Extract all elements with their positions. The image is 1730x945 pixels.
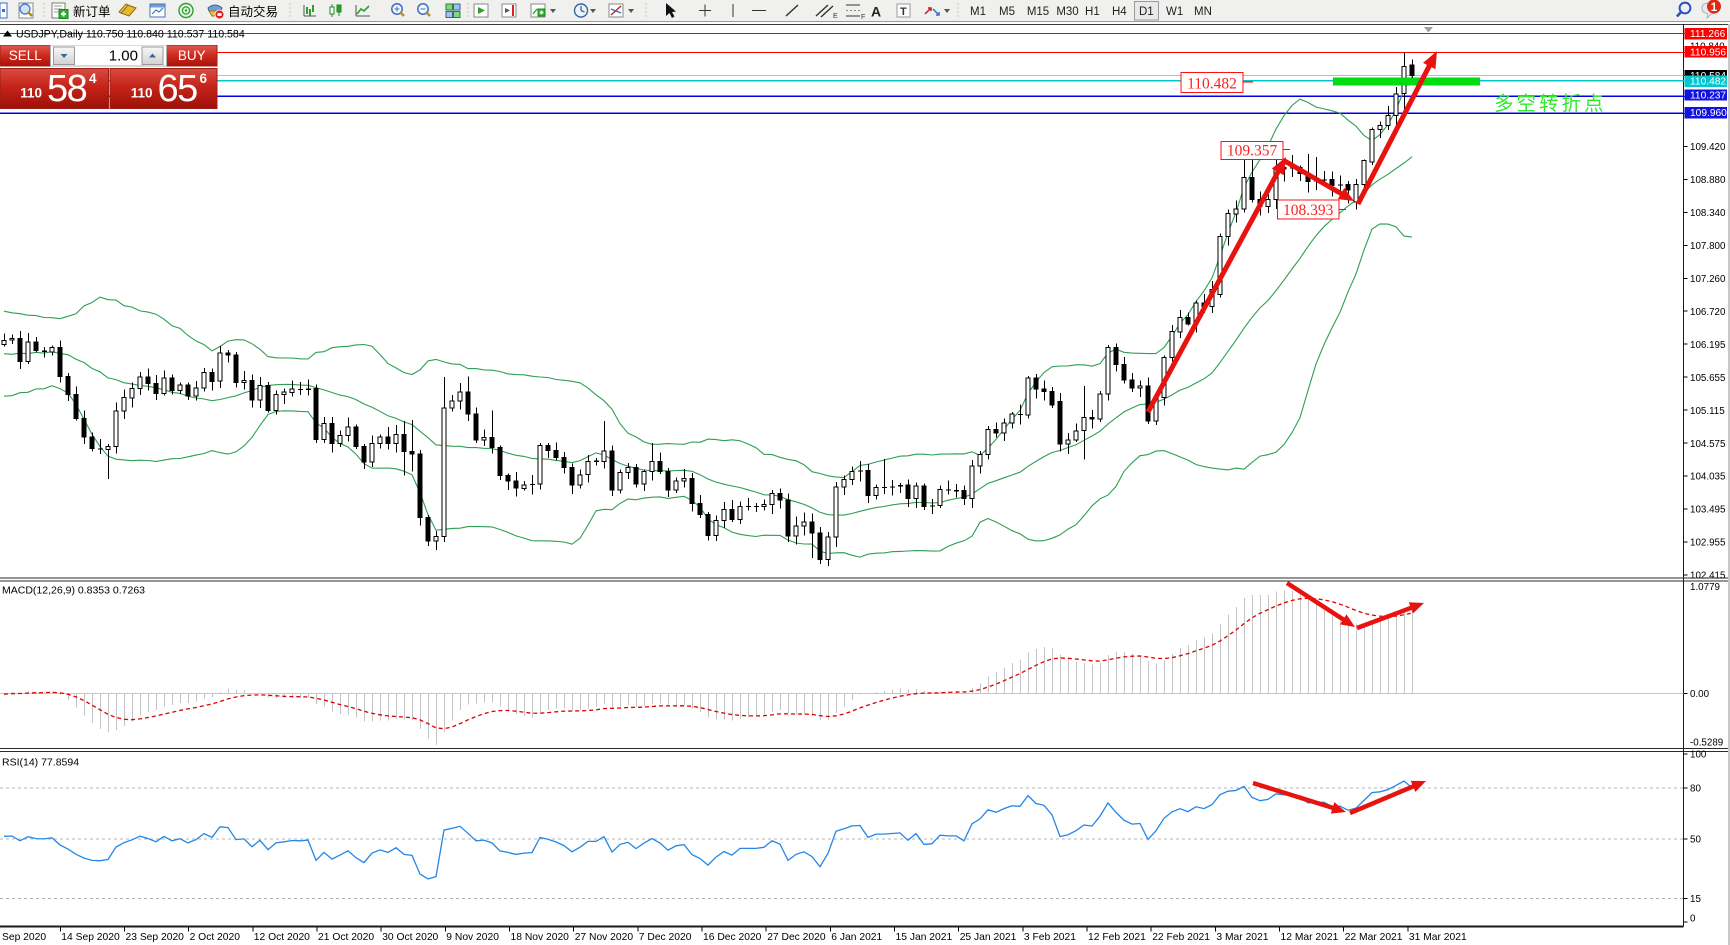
svg-text:102.955: 102.955 [1690, 538, 1726, 549]
svg-text:MN: MN [1194, 6, 1212, 18]
svg-text:0: 0 [1690, 914, 1696, 925]
svg-text:109.420: 109.420 [1690, 142, 1726, 153]
svg-text:1.0779: 1.0779 [1690, 582, 1720, 593]
svg-text:14 Sep 2020: 14 Sep 2020 [61, 932, 120, 943]
svg-text:107.260: 107.260 [1690, 274, 1726, 285]
svg-text:65: 65 [158, 68, 198, 110]
svg-text:多空转折点: 多空转折点 [1494, 93, 1607, 115]
svg-text:4: 4 [89, 71, 97, 86]
svg-text:104.035: 104.035 [1690, 472, 1726, 483]
svg-text:新订单: 新订单 [73, 4, 111, 19]
svg-text:SELL: SELL [9, 48, 43, 63]
svg-text:110: 110 [20, 86, 42, 101]
svg-text:100: 100 [1690, 750, 1707, 761]
svg-text:MACD(12,26,9) 0.8353 0.7263: MACD(12,26,9) 0.8353 0.7263 [2, 585, 145, 597]
svg-text:21 Oct 2020: 21 Oct 2020 [318, 932, 374, 943]
svg-text:110.482: 110.482 [1187, 75, 1237, 92]
svg-text:110: 110 [131, 86, 153, 101]
svg-text:16 Dec 2020: 16 Dec 2020 [703, 932, 762, 943]
svg-text:H1: H1 [1085, 6, 1100, 18]
svg-text:31 Mar 2021: 31 Mar 2021 [1409, 932, 1467, 943]
svg-text:F: F [861, 14, 865, 21]
svg-text:-0.5289: -0.5289 [1690, 738, 1723, 749]
svg-text:自动交易: 自动交易 [228, 4, 278, 19]
svg-text:1.00: 1.00 [109, 47, 138, 64]
svg-text:109.357: 109.357 [1227, 142, 1278, 159]
svg-text:27 Dec 2020: 27 Dec 2020 [767, 932, 826, 943]
svg-text:H4: H4 [1112, 6, 1127, 18]
svg-text:M15: M15 [1027, 6, 1049, 18]
svg-text:3 Mar 2021: 3 Mar 2021 [1216, 932, 1268, 943]
svg-text:18 Nov 2020: 18 Nov 2020 [511, 932, 570, 943]
svg-text:104.575: 104.575 [1690, 439, 1726, 450]
svg-text:58: 58 [47, 68, 87, 110]
svg-text:108.880: 108.880 [1690, 175, 1726, 186]
svg-text:BUY: BUY [178, 48, 206, 63]
svg-text:6: 6 [200, 71, 208, 86]
svg-text:107.800: 107.800 [1690, 241, 1726, 252]
svg-text:2 Oct 2020: 2 Oct 2020 [190, 932, 241, 943]
svg-text:102.415: 102.415 [1690, 571, 1726, 582]
svg-text:105.655: 105.655 [1690, 373, 1726, 384]
svg-text:30 Oct 2020: 30 Oct 2020 [382, 932, 438, 943]
svg-text:108.340: 108.340 [1690, 208, 1726, 219]
svg-text:Sep 2020: Sep 2020 [2, 932, 46, 943]
svg-text:22 Mar 2021: 22 Mar 2021 [1345, 932, 1403, 943]
svg-text:0.00: 0.00 [1690, 689, 1710, 700]
svg-text:A: A [871, 4, 881, 20]
svg-text:22 Feb 2021: 22 Feb 2021 [1152, 932, 1210, 943]
svg-text:3 Feb 2021: 3 Feb 2021 [1024, 932, 1076, 943]
svg-text:50: 50 [1690, 835, 1701, 846]
svg-text:1: 1 [1711, 2, 1718, 14]
svg-text:W1: W1 [1166, 6, 1183, 18]
svg-text:12 Oct 2020: 12 Oct 2020 [254, 932, 310, 943]
svg-text:25 Jan 2021: 25 Jan 2021 [960, 932, 1017, 943]
svg-text:111.266: 111.266 [1690, 29, 1726, 40]
svg-text:12 Mar 2021: 12 Mar 2021 [1281, 932, 1339, 943]
svg-text:D1: D1 [1139, 6, 1154, 18]
svg-text:9 Nov 2020: 9 Nov 2020 [446, 932, 499, 943]
svg-text:110.237: 110.237 [1690, 91, 1726, 102]
svg-text:M1: M1 [970, 6, 986, 18]
svg-text:RSI(14) 77.8594: RSI(14) 77.8594 [2, 757, 79, 769]
svg-text:106.720: 106.720 [1690, 307, 1726, 318]
svg-text:110.956: 110.956 [1690, 47, 1726, 58]
svg-text:M30: M30 [1056, 6, 1078, 18]
svg-text:110.482: 110.482 [1690, 77, 1726, 88]
svg-text:108.393: 108.393 [1283, 202, 1334, 219]
svg-text:27 Nov 2020: 27 Nov 2020 [575, 932, 634, 943]
svg-text:E: E [833, 13, 838, 20]
svg-text:103.495: 103.495 [1690, 505, 1726, 516]
svg-text:12 Feb 2021: 12 Feb 2021 [1088, 932, 1146, 943]
svg-text:23 Sep 2020: 23 Sep 2020 [126, 932, 185, 943]
svg-text:T: T [900, 6, 907, 18]
svg-text:15 Jan 2021: 15 Jan 2021 [896, 932, 953, 943]
svg-text:6 Jan 2021: 6 Jan 2021 [831, 932, 882, 943]
svg-text:109.960: 109.960 [1690, 108, 1727, 119]
svg-text:106.195: 106.195 [1690, 340, 1726, 351]
svg-text:80: 80 [1690, 784, 1701, 795]
svg-text:7 Dec 2020: 7 Dec 2020 [639, 932, 692, 943]
svg-text:15: 15 [1690, 894, 1701, 905]
svg-text:M5: M5 [999, 6, 1015, 18]
svg-text:105.115: 105.115 [1690, 406, 1725, 417]
svg-text:USDJPY,Daily 110.750 110.840: USDJPY,Daily 110.750 110.840 110.537 110… [16, 29, 245, 41]
